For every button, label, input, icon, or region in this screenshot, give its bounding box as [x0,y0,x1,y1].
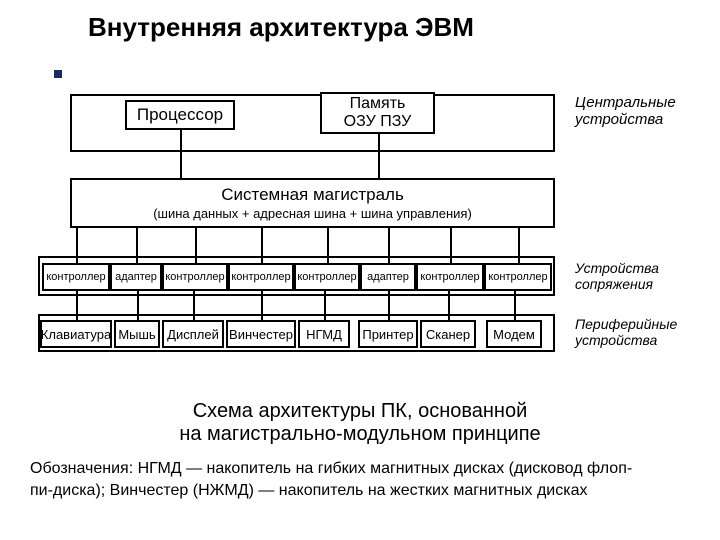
peripherals-label: Периферийныеустройства [575,316,677,348]
diagram-notes: Обозначения: НГМД — накопитель на гибких… [30,458,632,501]
controllers-label: Устройствасопряжения [575,260,659,292]
connector-cpu-bus-1 [378,134,380,178]
central-label: Центральныеустройства [575,94,676,128]
controller-box-3: контроллер [228,263,294,291]
peripheral-box-7: Модем [486,320,542,348]
controller-box-5: адаптер [360,263,416,291]
controller-box-4: контроллер [294,263,360,291]
connector-bus-ctrl-0 [76,228,78,263]
peripheral-box-0: Клавиатура [40,320,112,348]
connector-bus-ctrl-7 [518,228,520,263]
peripheral-box-3: Винчестер [226,320,296,348]
controller-box-6: контроллер [416,263,484,291]
peripheral-box-1: Мышь [114,320,160,348]
notes-line2: пи-диска); Винчестер (НЖМД) — накопитель… [30,480,632,502]
connector-bus-ctrl-3 [261,228,263,263]
connector-ctrl-peri-0 [76,291,78,320]
connector-ctrl-peri-7 [514,291,516,320]
connector-bus-ctrl-1 [136,228,138,263]
connector-ctrl-peri-2 [193,291,195,320]
connector-cpu-bus-0 [180,130,182,178]
peripheral-box-5: Принтер [358,320,418,348]
controller-box-2: контроллер [162,263,228,291]
connector-ctrl-peri-1 [137,291,139,320]
peripheral-box-6: Сканер [420,320,476,348]
peripheral-box-2: Дисплей [162,320,224,348]
cpu-box: Процессор [125,100,235,130]
connector-bus-ctrl-6 [450,228,452,263]
peripheral-box-4: НГМД [298,320,350,348]
connector-bus-ctrl-5 [388,228,390,263]
page-title: Внутренняя архитектура ЭВМ [88,12,474,43]
controller-box-1: адаптер [110,263,162,291]
connector-bus-ctrl-2 [195,228,197,263]
connector-bus-ctrl-4 [327,228,329,263]
diagram-caption: Схема архитектуры ПК, основанной на маги… [0,400,720,446]
connector-ctrl-peri-4 [324,291,326,320]
connector-ctrl-peri-3 [261,291,263,320]
connector-ctrl-peri-5 [388,291,390,320]
architecture-diagram: Процессор ПамятьОЗУ ПЗУ Центральныеустройс… [30,70,700,400]
connector-ctrl-peri-6 [448,291,450,320]
controller-box-0: контроллер [42,263,110,291]
memory-box: ПамятьОЗУ ПЗУ [320,92,435,134]
controller-box-7: контроллер [484,263,552,291]
caption-line2: на магистрально-модульном принципе [0,423,720,446]
notes-line1: Обозначения: НГМД — накопитель на гибких… [30,458,632,480]
caption-line1: Схема архитектуры ПК, основанной [0,400,720,423]
system-bus-box: Системная магистраль(шина данных + адрес… [70,178,555,228]
